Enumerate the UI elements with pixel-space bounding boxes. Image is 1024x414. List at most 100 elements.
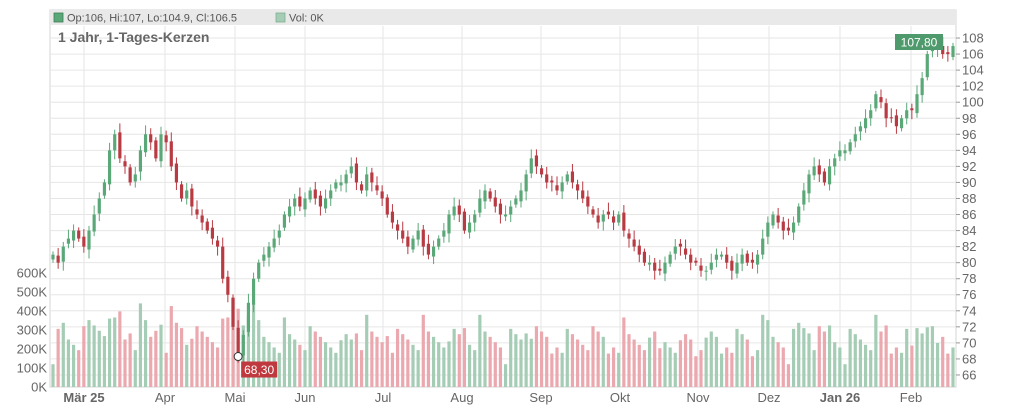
candle-body [745,253,749,263]
volume-bar [658,348,662,387]
volume-bar [118,311,122,387]
volume-bar [596,331,600,387]
candle-body [267,246,271,258]
candle-body [339,182,343,186]
candle-body [406,236,410,247]
volume-bar [92,325,96,387]
volume-bar [653,331,657,387]
volume-bar [174,322,179,387]
price-tick-label: 96 [962,127,976,142]
volume-bar [689,339,693,387]
candle-body [647,262,652,265]
volume-bar [179,328,184,387]
candle-body [231,297,235,327]
volume-bar [313,331,317,387]
volume-bar [221,318,225,387]
candle-body [750,259,755,263]
volume-bar [545,336,549,387]
candle-body [776,215,780,223]
candle-body [550,180,554,183]
candle-body [663,262,667,274]
volume-bar [941,336,945,387]
volume-bar [365,314,369,387]
candle-body [869,110,873,119]
candle-body [514,198,518,205]
volume-bar [416,350,420,387]
volume-bar [550,353,554,387]
volume-bar [437,342,441,387]
candle-body [118,132,122,159]
candle-body [190,188,194,207]
candle-body [395,224,400,231]
volume-bar [683,334,688,387]
volume-bar [581,344,585,387]
candle-body [833,158,837,167]
volume-bar [766,320,770,387]
volume-bar [498,347,503,387]
candle-body [858,126,863,132]
volume-bar [915,328,919,387]
candle-body [473,214,477,223]
candle-body [529,158,533,174]
volume-bar [462,328,467,387]
candle-body [349,166,353,174]
volume-bar [457,334,461,387]
volume-bar [951,347,955,387]
volume-bar [303,350,307,387]
volume-bar [61,322,65,387]
candle-body [411,238,415,250]
candle-body [149,134,153,143]
volume-bar [647,337,652,387]
candle-body [467,222,472,233]
volume-bar [791,328,796,387]
volume-tick-label: 0K [31,380,47,395]
volume-bar [354,333,359,387]
volume-bar [138,303,143,387]
volume-bar [442,347,446,387]
volume-bar [133,350,137,387]
volume-bar [853,334,857,387]
candle-body [318,195,323,207]
candle-body [452,206,456,216]
candle-body [97,198,101,214]
candle-body [215,240,220,247]
volume-bar [930,326,935,387]
price-tick-label: 68 [962,351,976,366]
volume-bar [812,350,816,387]
volume-bar [329,347,333,387]
candle-body [586,196,590,207]
volume-tick-label: 400K [17,304,48,319]
candle-body [611,216,616,223]
candle-body [519,190,523,202]
volume-bar [797,322,801,387]
volume-bar [334,352,338,387]
candle-body [210,227,215,239]
candle-body [293,198,297,207]
candle-body [827,166,832,185]
price-tick-label: 108 [962,31,984,46]
candle-body [370,172,374,183]
candle-body [678,243,683,247]
low-marker-label: 68,30 [244,363,274,377]
candle-body [282,214,287,228]
candle-body [179,184,184,199]
volume-bar [503,364,508,387]
volume-bar [802,328,806,387]
candle-body [704,270,708,272]
candle-body [642,251,647,263]
month-tick-label: Nov [686,390,710,405]
volume-bar [143,320,148,387]
volume-bar [493,342,497,387]
candle-body [617,214,621,223]
candle-body [92,214,96,232]
candle-body [385,197,389,215]
candle-body [786,227,791,231]
volume-bar [858,339,863,387]
axes: 6668707274767880828486889092949698100102… [17,31,984,405]
volume-bar [82,326,86,387]
volume-bar [87,320,91,387]
candle-body [545,174,549,183]
candle-body [51,254,55,260]
